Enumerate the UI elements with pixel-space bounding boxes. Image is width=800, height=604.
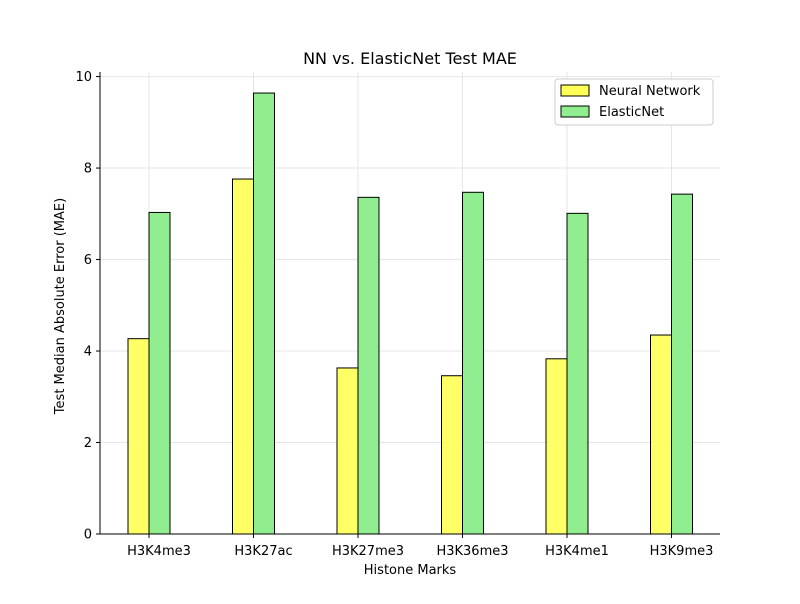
bar-neural-network-h3k27ac bbox=[232, 178, 254, 535]
grid-lines bbox=[100, 72, 720, 535]
bar-elasticnet-h3k4me1 bbox=[566, 212, 589, 535]
x-tick-label: H3K4me3 bbox=[127, 544, 191, 559]
x-tick-label: H3K36me3 bbox=[436, 544, 508, 559]
y-tick-label: 4 bbox=[84, 345, 92, 360]
x-tick-label: H3K27me3 bbox=[332, 544, 404, 559]
bar-neural-network-h3k4me3 bbox=[127, 338, 150, 535]
chart-title: NN vs. ElasticNet Test MAE bbox=[303, 49, 517, 68]
y-tick-label: 0 bbox=[84, 528, 92, 543]
bar-neural-network-h3k9me3 bbox=[650, 334, 672, 535]
x-tick-label: H3K9me3 bbox=[650, 544, 714, 559]
bar-neural-network-h3k27me3 bbox=[336, 367, 359, 535]
y-tick-label: 6 bbox=[84, 253, 92, 268]
bar-elasticnet-h3k27me3 bbox=[357, 196, 380, 535]
x-tick-labels: H3K4me3 H3K27ac H3K27me3 H3K36me3 H3K4me1 H3K… bbox=[127, 534, 713, 559]
legend-label: ElasticNet bbox=[599, 105, 664, 120]
legend-items: Neural Network ElasticNet bbox=[560, 84, 701, 120]
bar-elasticnet-h3k9me3 bbox=[671, 193, 693, 535]
legend-label: Neural Network bbox=[599, 84, 701, 99]
bar-neural-network-h3k4me1 bbox=[545, 358, 568, 535]
legend: Neural Network ElasticNet bbox=[554, 78, 714, 126]
axes bbox=[99, 72, 720, 535]
y-tick-labels: 0 2 4 6 8 10 bbox=[75, 70, 100, 543]
legend-frame bbox=[554, 78, 714, 126]
bar-neural-network-h3k36me3 bbox=[441, 375, 463, 535]
bar-elasticnet-h3k27ac bbox=[253, 92, 275, 535]
x-axis-label: Histone Marks bbox=[364, 563, 457, 578]
y-tick-label: 10 bbox=[75, 70, 92, 85]
legend-swatch bbox=[560, 84, 590, 97]
y-axis-label: Test Median Absolute Error (MAE) bbox=[53, 198, 68, 415]
x-tick-label: H3K27ac bbox=[234, 544, 292, 559]
bars bbox=[127, 92, 693, 535]
y-tick-label: 2 bbox=[84, 436, 92, 451]
x-tick-label: H3K4me1 bbox=[545, 544, 609, 559]
bar-elasticnet-h3k4me3 bbox=[148, 211, 171, 535]
bar-elasticnet-h3k36me3 bbox=[462, 191, 484, 535]
legend-swatch bbox=[560, 105, 590, 118]
y-tick-label: 8 bbox=[84, 162, 92, 177]
